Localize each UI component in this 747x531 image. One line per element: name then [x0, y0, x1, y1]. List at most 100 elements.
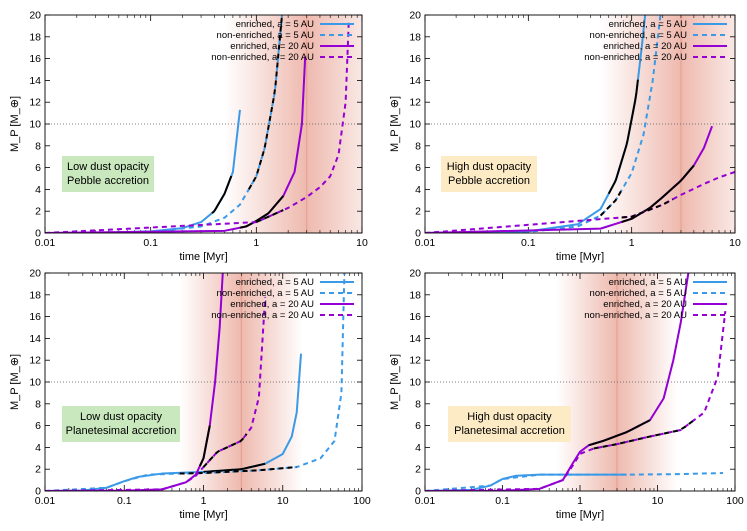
y-tick-label: 6	[35, 420, 41, 432]
phase-segment-0	[203, 462, 266, 473]
y-tick-label: 8	[415, 140, 421, 152]
phase-segment-0	[607, 79, 639, 195]
legend-label: enriched, a = 20 AU	[603, 299, 687, 310]
x-tick-label: 100	[726, 495, 744, 507]
series-line-1	[45, 15, 284, 233]
y-tick-label: 6	[415, 420, 421, 432]
panel-p2: 0 2 4 6 8 10 12 14 16 18 20 0.01 0.1 1 10 time [Myr] M_P…	[389, 10, 741, 264]
y-tick-label: 20	[409, 268, 421, 280]
annotation-line: Low dust opacity	[80, 411, 162, 423]
y-tick-label: 10	[29, 377, 41, 389]
annotation-background	[448, 406, 571, 442]
legend-label: non-enriched, a = 20 AU	[584, 310, 687, 321]
y-tick-label: 14	[29, 75, 41, 87]
legend-label: enriched, a = 5 AU	[236, 19, 315, 30]
phase-segment-0	[211, 175, 233, 214]
annotation-line: High dust opacity	[467, 411, 552, 423]
plot-frame	[424, 14, 736, 234]
y-tick-label: 16	[29, 311, 41, 323]
legend-label: enriched, a = 20 AU	[230, 41, 314, 52]
x-tick-label: 0.01	[35, 237, 56, 249]
y-axis-label: M_P [M_⊕]	[389, 96, 401, 152]
y-tick-label: 2	[35, 464, 41, 476]
legend-label: non-enriched, a = 5 AU	[217, 30, 315, 41]
series-group	[45, 15, 350, 233]
series-line-1	[425, 472, 724, 491]
y-tick-label: 4	[35, 442, 41, 454]
legend-label: non-enriched, a = 5 AU	[217, 288, 315, 299]
annotation-line: Low dust opacity	[67, 161, 149, 173]
y-tick-label: 16	[409, 53, 421, 65]
phase-segment-3	[621, 198, 674, 219]
x-axis-label: time [Myr]	[179, 251, 227, 263]
series-line-2	[45, 273, 224, 491]
annotation-box: Low dust opacity Pebble accretion	[62, 156, 154, 192]
y-axis-label: M_P [M_⊕]	[389, 354, 401, 410]
y-tick-label: 6	[35, 162, 41, 174]
x-tick-label: 1	[253, 237, 259, 249]
x-tick-label: 0.1	[521, 237, 536, 249]
y-tick-label: 2	[35, 206, 41, 218]
annotation-box: Low dust opacity Planetesimal accretion	[62, 406, 180, 442]
y-axis-label: M_P [M_⊕]	[9, 96, 21, 152]
y-tick-label: 0	[35, 486, 41, 498]
x-tick-label: 0.1	[143, 237, 158, 249]
legend-label: non-enriched, a = 20 AU	[584, 52, 687, 63]
x-tick-label: 0.01	[415, 495, 436, 507]
x-tick-label: 0.1	[117, 495, 132, 507]
y-tick-label: 18	[409, 31, 421, 43]
panel-p4: 0 2 4 6 8 10 12 14 16 18 20 0.01 0.1 1 10 100 time [Myr]…	[389, 268, 744, 522]
y-tick-label: 4	[415, 184, 421, 196]
disk-dispersal-band	[600, 15, 735, 233]
y-tick-label: 18	[29, 31, 41, 43]
annotation-background	[62, 406, 180, 442]
annotation-line: Pebble accretion	[67, 175, 149, 187]
phase-segment-2	[198, 425, 211, 467]
annotation-line: Planetesimal accretion	[66, 425, 177, 437]
x-tick-label: 0.01	[415, 237, 436, 249]
y-tick-label: 14	[409, 333, 421, 345]
series-line-1	[45, 273, 346, 491]
y-tick-label: 18	[409, 289, 421, 301]
y-tick-label: 20	[29, 10, 41, 22]
y-tick-label: 12	[409, 355, 421, 367]
y-tick-label: 4	[35, 184, 41, 196]
annotation-line: Pebble accretion	[448, 175, 530, 187]
y-tick-label: 0	[35, 228, 41, 240]
x-tick-label: 1	[629, 237, 635, 249]
x-tick-label: 0.1	[495, 495, 510, 507]
y-tick-label: 20	[29, 268, 41, 280]
legend-label: enriched, a = 20 AU	[603, 41, 687, 52]
x-tick-label: 10	[652, 495, 664, 507]
x-tick-label: 10	[277, 495, 289, 507]
phase-segment-3	[593, 418, 696, 450]
y-tick-label: 12	[409, 97, 421, 109]
y-tick-label: 2	[415, 464, 421, 476]
y-tick-label: 16	[409, 311, 421, 323]
y-tick-label: 4	[415, 442, 421, 454]
series-line-3	[425, 311, 727, 491]
phase-segment-2	[588, 419, 651, 447]
annotation-background	[441, 156, 537, 192]
y-tick-label: 16	[29, 53, 41, 65]
x-axis-label: time [Myr]	[179, 509, 227, 521]
phase-segment-1	[179, 466, 297, 475]
x-axis-label: time [Myr]	[556, 509, 604, 521]
y-tick-label: 10	[409, 119, 421, 131]
phase-segment-3	[202, 433, 248, 468]
x-tick-label: 0.01	[35, 495, 56, 507]
series-group	[425, 15, 735, 233]
legend-label: enriched, a = 20 AU	[230, 299, 314, 310]
x-tick-label: 1	[577, 495, 583, 507]
legend-label: non-enriched, a = 20 AU	[211, 52, 314, 63]
y-tick-label: 0	[415, 228, 421, 240]
phase-segment-1	[248, 15, 284, 190]
y-tick-label: 14	[29, 333, 41, 345]
x-tick-label: 10	[356, 237, 368, 249]
plot-frame	[44, 14, 363, 234]
plot-frame	[424, 272, 736, 492]
